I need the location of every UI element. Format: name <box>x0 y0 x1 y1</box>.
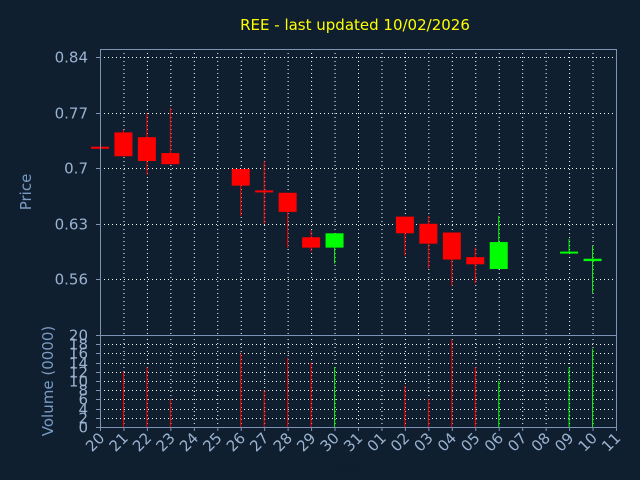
candle-body <box>114 132 133 157</box>
candle-body <box>442 232 461 260</box>
price-tick-label: 0.84 <box>55 49 88 67</box>
volume-tick-label: 0 <box>78 419 88 437</box>
price-panel: 0.84 0.77 0.7 0.63 0.56 <box>55 49 617 336</box>
price-tick-label: 0.56 <box>55 271 88 289</box>
x-tick-label: 01 <box>364 429 390 455</box>
x-tick-label: 28 <box>270 429 296 455</box>
x-tick-label: 21 <box>106 429 132 455</box>
volume-axis-label: Volume (0000) <box>39 326 57 436</box>
volume-tick-label: 16 <box>69 345 88 363</box>
price-tick-label: 0.77 <box>55 105 88 123</box>
x-tick-label: 07 <box>504 429 530 455</box>
volume-tick-label: 12 <box>69 364 88 382</box>
price-axis-label: Price <box>17 174 35 211</box>
x-tick-label: 30 <box>317 429 343 455</box>
candle-body <box>466 257 485 265</box>
candle-body <box>302 237 321 248</box>
x-tick-label: 10 <box>575 429 601 455</box>
volume-tick-label: 8 <box>78 382 88 400</box>
x-axis-label: Day <box>334 460 362 476</box>
candle-body <box>395 216 414 234</box>
candle-body <box>231 168 250 186</box>
chart-title: REE - last updated 10/02/2026 <box>240 16 470 34</box>
x-tick-label: 31 <box>340 429 366 455</box>
x-tick-label: 29 <box>293 429 319 455</box>
volume-tick-label: 20 <box>69 327 88 345</box>
candle-body <box>489 242 508 270</box>
x-tick-label: 23 <box>152 429 178 455</box>
volume-tick-label: 10 <box>69 373 88 391</box>
x-tick-label: 11 <box>598 429 624 455</box>
price-tick-label: 0.7 <box>64 160 88 178</box>
price-tick-label: 0.63 <box>55 216 88 234</box>
x-tick-label: 05 <box>457 429 483 455</box>
x-tick-label: 08 <box>528 429 554 455</box>
candle-body <box>560 251 579 254</box>
candle-body <box>583 258 602 262</box>
x-tick-label: 22 <box>129 429 155 455</box>
volume-tick-label: 2 <box>78 410 88 428</box>
x-tick-label: 25 <box>199 429 225 455</box>
x-tick-label: 24 <box>176 429 202 455</box>
x-tick-label: 09 <box>551 429 577 455</box>
volume-tick-label: 4 <box>78 401 88 419</box>
candle-body <box>419 223 438 244</box>
candle-body <box>255 190 274 193</box>
candle-body <box>278 192 297 212</box>
volume-tick-label: 18 <box>69 336 88 354</box>
candle-body <box>161 153 180 165</box>
x-tick-label: 02 <box>387 429 413 455</box>
candle-body <box>325 233 344 248</box>
x-tick-label: 06 <box>481 429 507 455</box>
x-tick-label: 27 <box>246 429 272 455</box>
volume-panel-frame <box>100 335 617 428</box>
volume-tick-label: 6 <box>78 391 88 409</box>
x-tick-label: 26 <box>223 429 249 455</box>
x-axis: 2021222324252627282930310102030405060708… <box>82 427 624 455</box>
x-tick-label: 03 <box>410 429 436 455</box>
volume-tick-label: 14 <box>69 355 88 373</box>
x-tick-label: 04 <box>434 429 460 455</box>
candle-body <box>137 137 156 162</box>
price-panel-frame <box>100 49 617 336</box>
